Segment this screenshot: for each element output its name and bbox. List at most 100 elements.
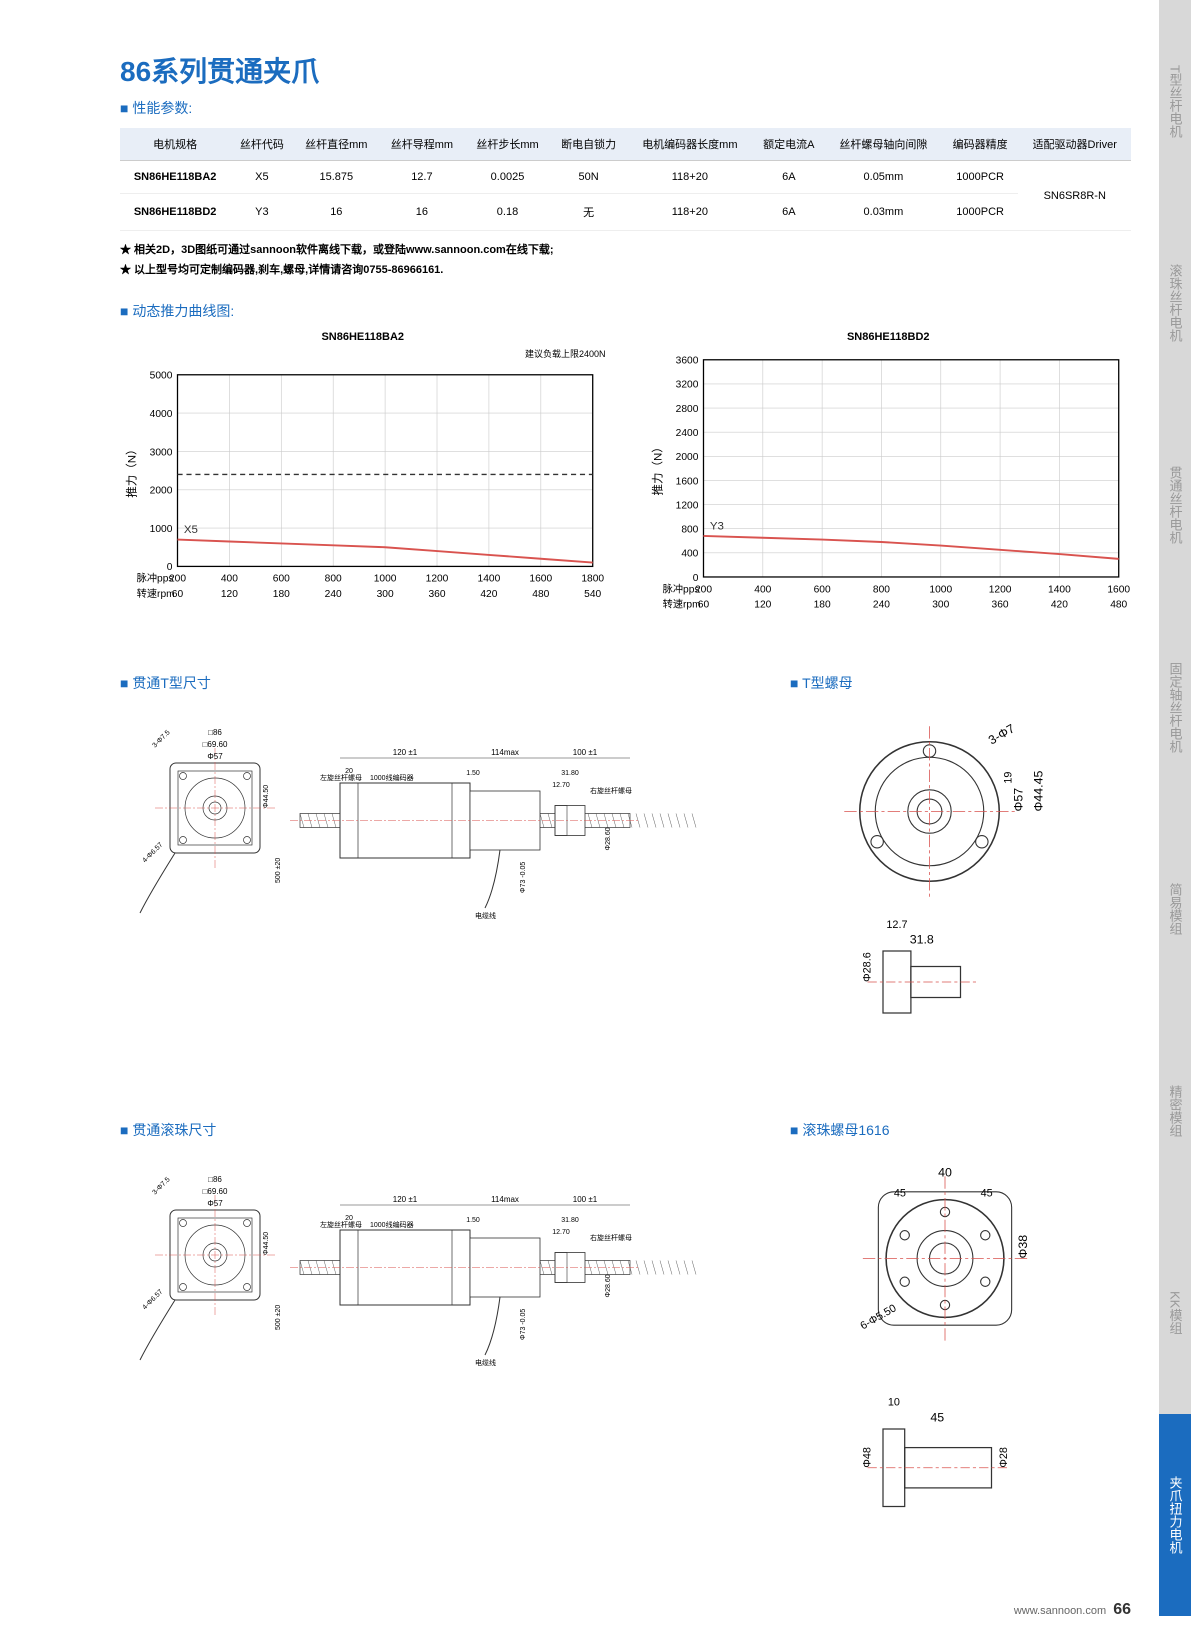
cell: X5 [230, 161, 293, 194]
chart1-subtitle: 建议负载上限2400N [120, 347, 606, 360]
svg-text:推力（N）: 推力（N） [650, 441, 664, 495]
svg-text:360: 360 [428, 589, 445, 600]
svg-text:120: 120 [221, 589, 238, 600]
svg-text:114max: 114max [491, 748, 519, 757]
svg-text:Φ28.60: Φ28.60 [605, 827, 612, 850]
side-tab[interactable]: T型丝杆电机 [1159, 0, 1191, 202]
svg-text:1600: 1600 [675, 476, 698, 487]
svg-text:800: 800 [872, 584, 889, 595]
svg-text:电缆线: 电缆线 [475, 1358, 496, 1367]
svg-text:X5: X5 [184, 524, 198, 536]
svg-text:□86: □86 [208, 1175, 222, 1184]
svg-text:480: 480 [532, 589, 549, 600]
col-header: 编码器精度 [942, 128, 1019, 161]
svg-text:3200: 3200 [675, 379, 698, 390]
cell: 118+20 [627, 194, 753, 231]
svg-text:3000: 3000 [150, 447, 173, 458]
svg-text:2800: 2800 [675, 403, 698, 414]
svg-text:3600: 3600 [675, 355, 698, 366]
svg-text:右旋丝杆螺母: 右旋丝杆螺母 [590, 786, 632, 795]
svg-text:1000: 1000 [374, 573, 397, 584]
svg-text:1.50: 1.50 [466, 1217, 480, 1224]
svg-text:1400: 1400 [1048, 584, 1071, 595]
svg-text:Φ28.60: Φ28.60 [605, 1274, 612, 1297]
svg-text:Φ44.50: Φ44.50 [263, 1231, 270, 1254]
svg-text:Φ38: Φ38 [1016, 1234, 1030, 1258]
svg-text:480: 480 [1110, 599, 1127, 610]
svg-text:240: 240 [325, 589, 342, 600]
col-header: 断电自锁力 [550, 128, 627, 161]
svg-text:420: 420 [480, 589, 497, 600]
svg-text:1000: 1000 [150, 524, 173, 535]
svg-text:300: 300 [377, 589, 394, 600]
svg-text:45: 45 [894, 1187, 906, 1199]
svg-text:1.50: 1.50 [466, 770, 480, 777]
svg-text:100 ±1: 100 ±1 [573, 748, 598, 757]
svg-text:0: 0 [167, 562, 173, 573]
chart2-title: SN86HE118BD2 [646, 331, 1132, 343]
svg-text:12.7: 12.7 [886, 918, 907, 930]
svg-text:脉冲pps: 脉冲pps [137, 571, 174, 584]
svg-text:20: 20 [345, 1215, 353, 1222]
svg-text:19: 19 [1003, 771, 1015, 783]
side-tab[interactable]: 精密模组 [1159, 1010, 1191, 1212]
svg-text:120 ±1: 120 ±1 [393, 1195, 418, 1204]
svg-text:转速rpm: 转速rpm [137, 587, 175, 600]
svg-text:540: 540 [584, 589, 601, 600]
svg-text:1200: 1200 [675, 500, 698, 511]
side-tab[interactable]: 固定轴丝杆电机 [1159, 606, 1191, 808]
svg-text:2000: 2000 [675, 452, 698, 463]
svg-text:□69.60: □69.60 [203, 1187, 228, 1196]
cell: 0.0025 [465, 161, 551, 194]
col-header: 丝杆代码 [230, 128, 293, 161]
notes: ★ 相关2D，3D图纸可通过sannoon软件离线下载，或登陆www.sanno… [120, 241, 1131, 281]
cell: 1000PCR [942, 194, 1019, 231]
cell: 16 [294, 194, 380, 231]
svg-text:右旋丝杆螺母: 右旋丝杆螺母 [590, 1233, 632, 1242]
col-header: 额定电流A [753, 128, 825, 161]
cell: SN86HE118BD2 [120, 194, 230, 231]
svg-text:3-Φ7.5: 3-Φ7.5 [151, 1176, 171, 1196]
cell: 6A [753, 194, 825, 231]
cell: 0.18 [465, 194, 551, 231]
svg-text:360: 360 [991, 599, 1008, 610]
t-dim-drawing: □86□69.60Φ57Φ44.504-Φ6.573-Φ7.5500 ±20电缆… [120, 703, 770, 943]
svg-text:推力（N）: 推力（N） [124, 443, 138, 497]
cell: 50N [550, 161, 627, 194]
svg-text:Φ44.50: Φ44.50 [263, 784, 270, 807]
ball-nut-drawing: 4045456-Φ5.50Φ384510Φ48Φ28 [790, 1150, 1131, 1584]
svg-text:40: 40 [938, 1165, 952, 1179]
svg-text:240: 240 [872, 599, 889, 610]
side-tab[interactable]: 滚珠丝杆电机 [1159, 202, 1191, 404]
col-header: 丝杆直径mm [294, 128, 380, 161]
side-tabs: T型丝杆电机滚珠丝杆电机贯通丝杆电机固定轴丝杆电机简易模组精密模组KK模组夹爪扭… [1159, 0, 1191, 1616]
ball-dim-heading: 贯通滚珠尺寸 [120, 1120, 770, 1140]
svg-text:2000: 2000 [150, 485, 173, 496]
svg-text:600: 600 [273, 573, 290, 584]
cell: 16 [379, 194, 465, 231]
cell: 6A [753, 161, 825, 194]
svg-text:1000线编码器: 1000线编码器 [370, 773, 414, 782]
svg-text:1600: 1600 [529, 573, 552, 584]
side-tab[interactable]: 贯通丝杆电机 [1159, 404, 1191, 606]
col-header: 电机规格 [120, 128, 230, 161]
side-tab[interactable]: KK模组 [1159, 1212, 1191, 1414]
svg-text:5000: 5000 [150, 370, 173, 381]
cell: 15.875 [294, 161, 380, 194]
side-tab[interactable]: 夹爪扭力电机 [1159, 1414, 1191, 1616]
cell: 0.05mm [825, 161, 942, 194]
svg-text:500 ±20: 500 ±20 [275, 1304, 282, 1329]
svg-text:31.80: 31.80 [561, 1217, 579, 1224]
cell: Y3 [230, 194, 293, 231]
svg-text:转速rpm: 转速rpm [662, 597, 700, 610]
cell: 12.7 [379, 161, 465, 194]
svg-text:400: 400 [221, 573, 238, 584]
side-tab[interactable]: 简易模组 [1159, 808, 1191, 1010]
spec-table: 电机规格丝杆代码丝杆直径mm丝杆导程mm丝杆步长mm断电自锁力电机编码器长度mm… [120, 128, 1131, 231]
svg-text:20: 20 [345, 768, 353, 775]
svg-text:4-Φ6.57: 4-Φ6.57 [141, 841, 164, 864]
footer-url: www.sannoon.com [1014, 1605, 1106, 1617]
svg-text:2400: 2400 [675, 428, 698, 439]
page-title: 86系列贯通夹爪 [120, 50, 1131, 90]
svg-text:45: 45 [981, 1187, 993, 1199]
